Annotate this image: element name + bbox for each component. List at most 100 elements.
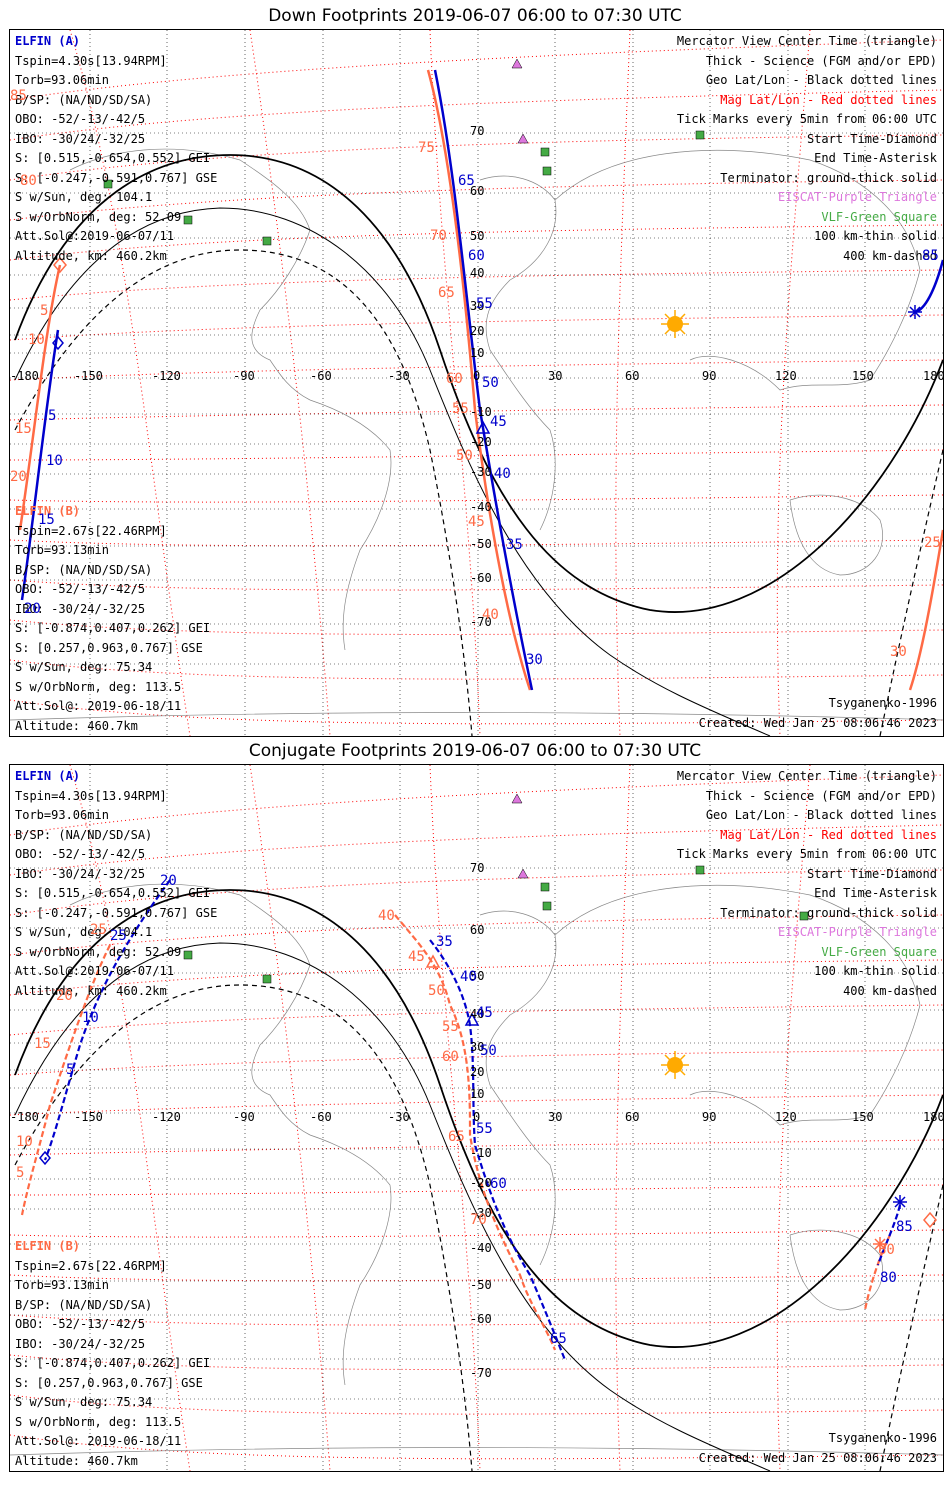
mag-label: 15 xyxy=(34,1036,51,1052)
elfin-a-path-left xyxy=(20,329,60,601)
info-line: IBO: -30/24/-32/25 xyxy=(15,866,146,881)
lat-tick: -60 xyxy=(470,1312,492,1326)
bottom-panel: ELFIN (A) Tspin=4.30s[13.94RPM] Torb=93.… xyxy=(9,764,944,1472)
info-line: Torb=93.13min xyxy=(15,543,109,557)
mag-label: 85 xyxy=(922,248,939,264)
top-title: Down Footprints 2019-06-07 06:00 to 07:3… xyxy=(268,6,682,26)
mag-label: 55 xyxy=(476,296,493,312)
eiscat-triangle xyxy=(517,133,529,144)
mag-label: 80 xyxy=(878,1242,895,1258)
mag-label: 50 xyxy=(482,375,499,391)
mag-label: 40 xyxy=(494,466,511,482)
lon-tick: 30 xyxy=(548,369,563,383)
bottom-map xyxy=(10,765,943,1471)
legend-item: Tick Marks every 5min from 06:00 UTC xyxy=(676,112,937,126)
elfin-b-path-left xyxy=(18,264,62,531)
mag-line xyxy=(10,1229,943,1238)
lon-tick: -150 xyxy=(74,369,103,383)
lon-tick: 180 xyxy=(923,369,944,383)
elfin-a-start-diamond xyxy=(52,335,64,351)
lat-tick: 40 xyxy=(470,266,485,280)
terminator xyxy=(14,889,943,1471)
legend-item: Mag Lat/Lon - Red dotted lines xyxy=(720,92,937,107)
mag-label: 60 xyxy=(490,1176,507,1192)
elfin-b-path-right xyxy=(863,1234,891,1311)
lat-tick: -20 xyxy=(470,435,492,449)
elfin-b-path-right xyxy=(908,529,943,691)
coast-north-america xyxy=(69,148,311,401)
elfin-b-path-left xyxy=(20,944,111,1216)
legend-item: End Time-Asterisk xyxy=(814,151,937,165)
mag-label: 85 xyxy=(10,88,27,104)
legend-item: Tick Marks every 5min from 06:00 UTC xyxy=(676,847,937,861)
mag-line xyxy=(10,1184,943,1196)
coast-asia xyxy=(554,150,921,391)
mag-label: 25 xyxy=(110,928,127,944)
elfin-a-path-right xyxy=(876,1204,902,1266)
coast-asia xyxy=(554,885,921,1126)
lat-tick: -40 xyxy=(470,1241,492,1255)
legend-item: Mag Lat/Lon - Red dotted lines xyxy=(720,827,937,842)
lon-tick: 90 xyxy=(702,369,717,383)
vlf-square xyxy=(262,236,272,246)
mag-label: 80 xyxy=(20,173,37,189)
mag-label: 50 xyxy=(456,448,473,464)
mag-label: 15 xyxy=(38,512,55,528)
info-line: IBO: -30/24/-32/25 xyxy=(15,131,146,146)
info-line: OBO: -52/-13/-42/5 xyxy=(15,1317,146,1331)
lat-tick: -60 xyxy=(470,571,492,585)
info-line: B/SP: (NA/ND/SD/SA) xyxy=(15,827,153,842)
vlf-square xyxy=(542,901,552,911)
info-line: S: [-0.247,-0.591,0.767] GSE xyxy=(15,905,218,920)
vlf-square xyxy=(183,215,193,225)
lat-tick: 50 xyxy=(470,969,485,983)
mag-label: 85 xyxy=(896,1219,913,1235)
mag-label: 20 xyxy=(56,988,73,1004)
lon-tick: -180 xyxy=(10,369,39,383)
info-line: S: [-0.247,-0.591,0.767] GSE xyxy=(15,170,218,185)
info-line: S w/OrbNorm, deg: 52.09 xyxy=(15,944,182,959)
info-line: OBO: -52/-13/-42/5 xyxy=(15,847,146,861)
lat-tick: -70 xyxy=(470,1366,492,1380)
elfin-a-header: ELFIN (A) xyxy=(15,769,81,783)
lat-tick: -50 xyxy=(470,1278,492,1292)
info-line: Altitude: 460.7km xyxy=(15,718,138,733)
info-line: S w/OrbNorm, deg: 113.5 xyxy=(15,679,182,694)
mag-line xyxy=(10,1434,943,1460)
coastlines xyxy=(10,883,943,1456)
mag-label: 80 xyxy=(880,1270,897,1286)
created-label: Created: Wed Jan 25 08:06:46 2023 xyxy=(698,715,937,730)
lat-tick: 40 xyxy=(470,1007,485,1021)
info-line: Tspin=2.67s[22.46RPM] xyxy=(15,1258,167,1273)
mag-line xyxy=(10,224,943,261)
terminator-400km-right xyxy=(879,449,943,736)
legend-item: Thick - Science (FGM and/or EPD) xyxy=(705,788,937,803)
legend-item: EISCAT-Purple Triangle xyxy=(778,925,937,939)
mag-label: 35 xyxy=(436,934,453,950)
info-line: Att.Sol@:2019-06-07/11 xyxy=(15,229,174,243)
mag-label: 20 xyxy=(160,873,177,889)
mag-label: 40 xyxy=(460,969,477,985)
lon-tick: -90 xyxy=(233,1110,255,1124)
mag-label: 35 xyxy=(506,537,523,553)
legend-item: Geo Lat/Lon - Black dotted lines xyxy=(705,808,937,822)
info-line: S w/Sun, deg: 104.1 xyxy=(15,925,153,939)
coast-australia xyxy=(789,1229,883,1311)
mag-label: 30 xyxy=(890,644,907,660)
mag-label: 5 xyxy=(40,303,49,319)
lat-tick: -40 xyxy=(470,500,492,514)
terminator-100km xyxy=(14,942,771,1471)
mag-line xyxy=(10,89,943,141)
info-line: Torb=93.06min xyxy=(15,808,109,822)
mag-grid-lines xyxy=(10,30,943,736)
elfin-a-center-triangle xyxy=(464,1012,480,1026)
mag-line xyxy=(776,30,811,736)
mag-label: 25 xyxy=(90,922,107,938)
lon-tick: -30 xyxy=(388,369,410,383)
mag-label: 45 xyxy=(468,514,485,530)
lon-tick: -180 xyxy=(10,1110,39,1124)
mag-label: 60 xyxy=(446,371,463,387)
info-line: S: [-0.874,0.407,0.262] GEI xyxy=(15,621,211,635)
lon-tick: 120 xyxy=(775,369,797,383)
mag-label: 45 xyxy=(408,949,425,965)
